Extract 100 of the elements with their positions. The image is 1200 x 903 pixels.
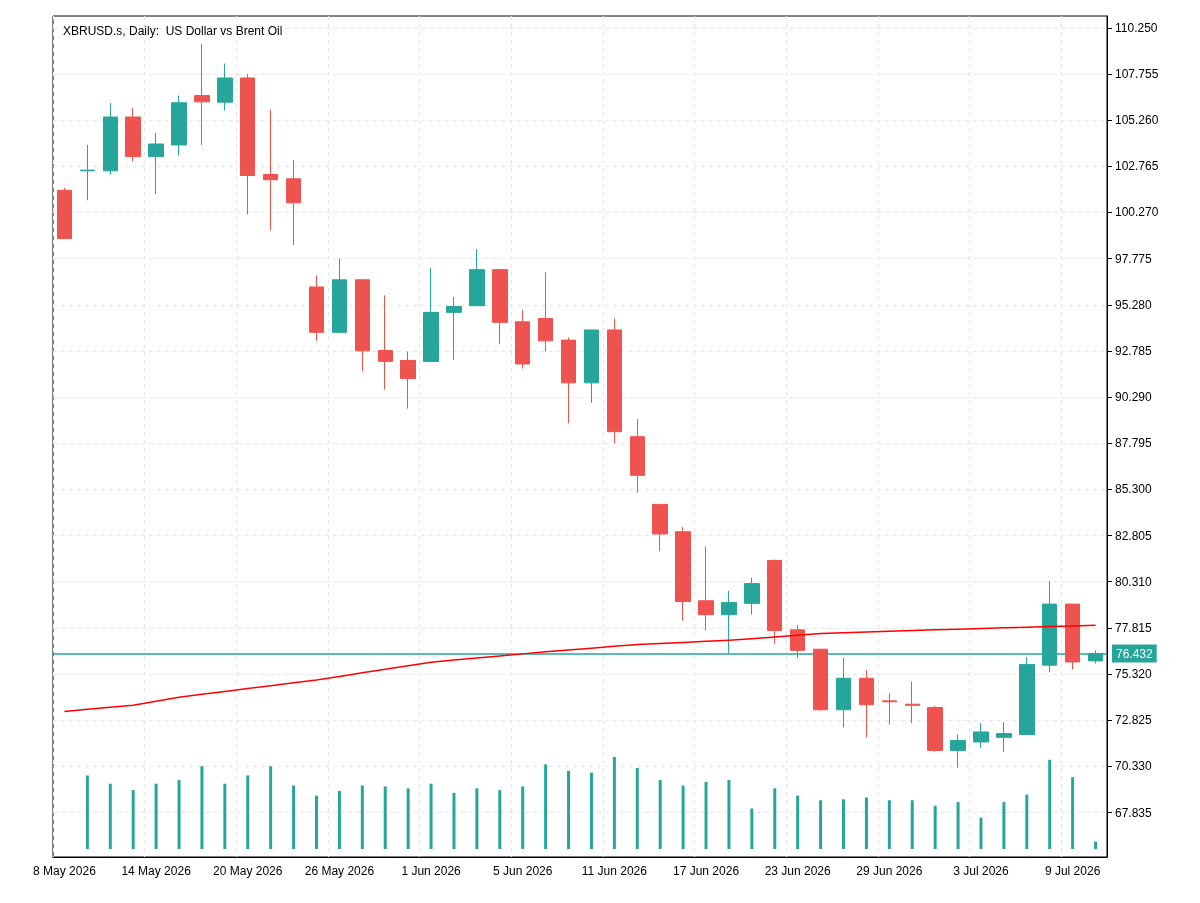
- bar: [1094, 841, 1098, 849]
- ref-line-label: 76.432: [1116, 646, 1154, 661]
- x-tick-label: 20 May 2026: [213, 864, 283, 878]
- candlestick: [767, 559, 782, 645]
- bar: [85, 775, 89, 849]
- candlestick: [217, 63, 233, 111]
- candlestick: [538, 271, 553, 353]
- candlestick: [790, 624, 805, 659]
- bar: [498, 790, 502, 849]
- candlestick: [927, 705, 943, 753]
- candlestick: [469, 248, 485, 307]
- y-tick-label: 77.815: [1115, 620, 1153, 635]
- bar: [108, 783, 112, 849]
- bar: [131, 790, 135, 849]
- candlestick: [652, 503, 668, 552]
- y-tick-label: 90.290: [1115, 390, 1153, 405]
- y-tick-label: 72.825: [1115, 713, 1153, 728]
- bar: [567, 770, 571, 849]
- bar: [269, 766, 273, 849]
- candlestick: [515, 309, 530, 370]
- candlestick: [286, 159, 301, 246]
- x-tick-label: 29 Jun 2026: [856, 864, 923, 878]
- bar: [544, 764, 548, 849]
- bar: [956, 802, 960, 849]
- bar: [704, 781, 708, 849]
- candlestick: [148, 132, 164, 195]
- bar: [887, 800, 891, 849]
- x-tick-label: 8 May 2026: [33, 864, 97, 878]
- bar: [337, 791, 341, 849]
- bar: [429, 783, 433, 849]
- candlestick: [859, 669, 874, 738]
- candlestick: [996, 721, 1012, 753]
- y-tick-label: 75.320: [1115, 667, 1153, 682]
- candlestick: [1019, 656, 1035, 736]
- x-tick-label: 14 May 2026: [121, 864, 192, 878]
- bar: [292, 785, 296, 849]
- bar: [406, 788, 410, 849]
- bar: [475, 788, 479, 849]
- bar: [612, 757, 616, 849]
- x-tick-label: 26 May 2026: [304, 864, 375, 878]
- candlestick: [492, 269, 508, 345]
- candlestick: [332, 257, 347, 333]
- y-tick-label: 100.270: [1115, 205, 1159, 220]
- bar: [1002, 802, 1006, 849]
- candlestick: [950, 734, 966, 769]
- bar: [681, 785, 685, 849]
- x-tick-label: 1 Jun 2026: [401, 864, 462, 878]
- bar: [1025, 794, 1029, 849]
- y-tick-label: 67.835: [1115, 805, 1153, 820]
- candlestick: [80, 144, 95, 201]
- candlestick: [836, 657, 851, 728]
- candlestick: [57, 187, 72, 240]
- y-tick-label: 85.300: [1115, 482, 1153, 497]
- candlestick: [309, 275, 324, 342]
- bar: [1071, 777, 1075, 849]
- bar: [521, 786, 525, 849]
- x-tick-label: 9 Jul 2026: [1044, 864, 1101, 878]
- bar: [933, 805, 937, 849]
- x-tick-label: 5 Jun 2026: [493, 864, 553, 878]
- line-series: [63, 624, 1097, 713]
- bar: [727, 780, 731, 849]
- candlestick: [378, 294, 393, 391]
- y-tick-label: 97.775: [1115, 251, 1153, 266]
- bar: [796, 795, 800, 849]
- bar: [200, 766, 204, 849]
- candlestick: [973, 722, 989, 749]
- x-tick-label: 3 Jul 2026: [953, 864, 1009, 878]
- candlestick: [446, 296, 462, 361]
- candlestick: [561, 337, 576, 424]
- bar: [315, 795, 318, 849]
- y-tick-label: 82.805: [1115, 528, 1153, 543]
- candlestick: [744, 577, 760, 616]
- bar: [383, 786, 387, 849]
- bar: [979, 817, 983, 849]
- bar: [842, 799, 845, 849]
- candlestick: [171, 95, 187, 156]
- candlestick: [698, 545, 714, 632]
- y-tick-label: 110.250: [1115, 20, 1158, 35]
- bar: [750, 808, 754, 849]
- candlestick: [630, 418, 645, 494]
- y-tick-label: 105.260: [1115, 113, 1159, 128]
- candlestick: [103, 102, 118, 176]
- x-tick-label: 11 Jun 2026: [581, 864, 648, 878]
- candlestick: [240, 73, 255, 215]
- bar: [910, 800, 914, 849]
- text: XBRUSD.s, Daily: US Dollar vs Brent Oil: [63, 24, 283, 38]
- y-tick-label: 70.330: [1115, 759, 1153, 774]
- candlestick: [1065, 603, 1080, 670]
- candlestick: [263, 109, 278, 231]
- y-tick-label: 107.755: [1115, 67, 1159, 81]
- bar: [819, 800, 823, 849]
- bar: [177, 780, 181, 849]
- x-tick-label: 17 Jun 2026: [672, 864, 740, 878]
- bar: [773, 788, 777, 849]
- candlestick: [607, 317, 622, 444]
- bar: [658, 780, 662, 849]
- bar: [223, 783, 227, 849]
- candlestick: [882, 692, 897, 726]
- bar: [589, 772, 593, 849]
- y-tick-label: 92.785: [1115, 343, 1153, 358]
